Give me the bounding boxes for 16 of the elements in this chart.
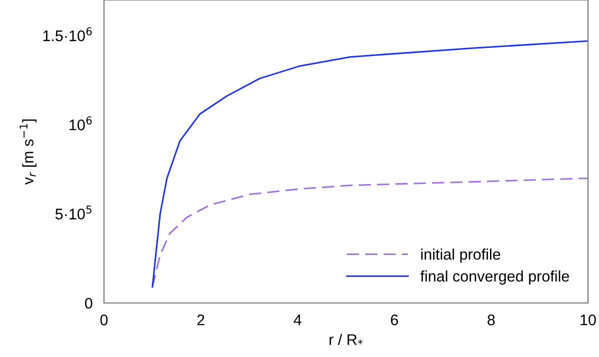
line-series <box>152 40 588 288</box>
y-tick-label: 0 <box>84 298 92 309</box>
x-tick-label: 4 <box>294 314 302 326</box>
line-series <box>152 177 588 288</box>
legend-label: initial profile <box>421 248 500 263</box>
x-tick-label: 10 <box>580 314 596 326</box>
x-tick-label: 6 <box>390 314 398 326</box>
x-tick-label: 8 <box>488 314 495 326</box>
y-tick-label: 5·10$^{5}$ <box>55 206 92 220</box>
y-axis-title: v$_{r}$ [m s$^{−1}$] <box>20 119 36 185</box>
x-tick-label: 0 <box>100 314 108 326</box>
y-tick-label: 10$^{6}$ <box>70 116 92 130</box>
x-tick-label: 2 <box>197 314 204 326</box>
x-axis-title: r / R$_{*}$ <box>330 334 363 346</box>
legend-label: final converged profile <box>420 270 569 285</box>
y-tick-label: 1.5·10$^{6}$ <box>43 27 92 42</box>
